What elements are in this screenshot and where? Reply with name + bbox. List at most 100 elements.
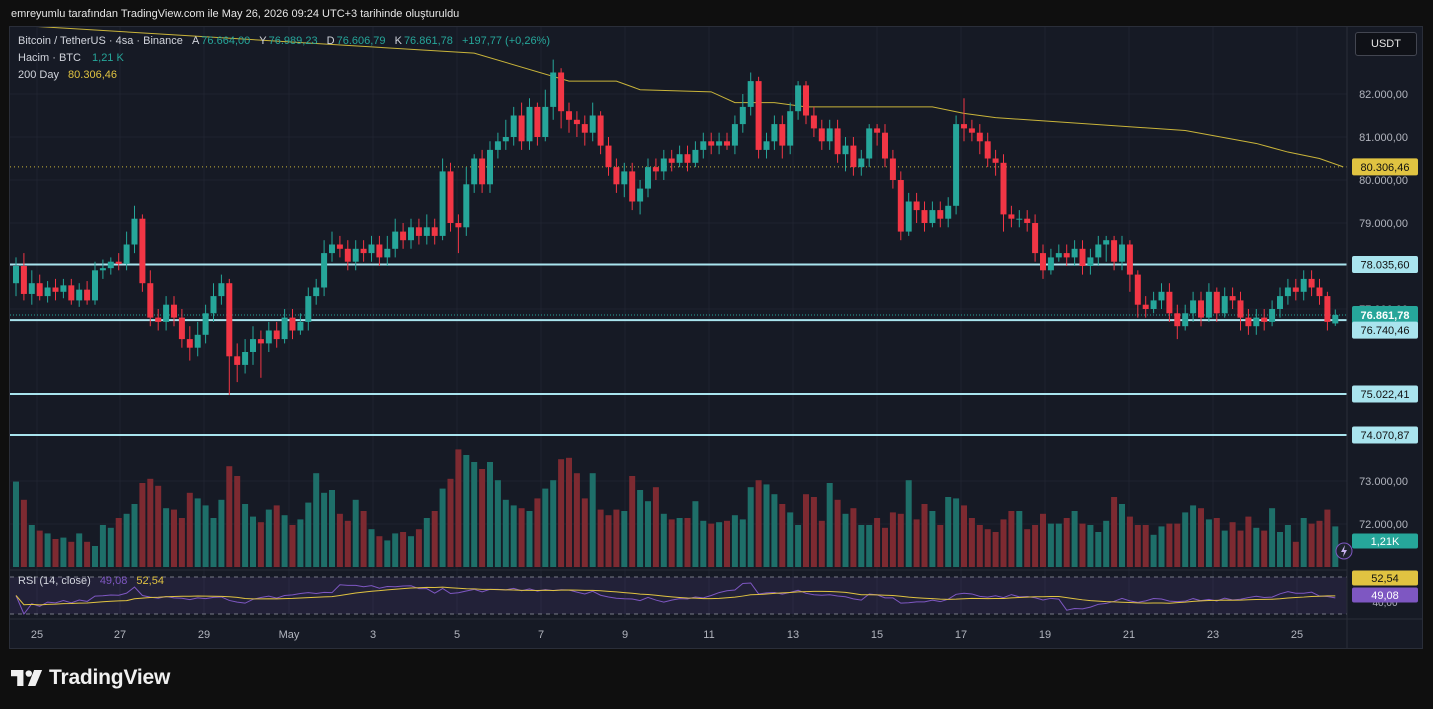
candle-body [984,141,991,159]
volume-bar [494,480,501,567]
candle [1213,287,1220,322]
volume-bar [866,525,873,567]
grid-lines [10,27,1347,617]
volume-bar [597,509,604,567]
candle-body [961,124,967,129]
lightning-icon[interactable] [1335,542,1353,560]
candle-body [976,132,983,142]
candle [1190,291,1197,322]
candle-body [747,81,754,107]
candle-body [897,180,904,232]
candle [921,201,928,232]
volume-bar [1071,511,1078,567]
candle-body [803,85,809,116]
candle-body [171,304,177,318]
candle [107,257,114,275]
candle-body [1040,253,1046,271]
candle-body [1269,309,1276,322]
candle [905,192,912,236]
candle-body [329,244,335,254]
candle [613,158,620,193]
candle [99,259,106,279]
volume-bar [1253,527,1260,567]
candle [84,281,91,305]
candle-body [455,223,462,228]
volume-bar [1111,497,1118,567]
brand-name: TradingView [49,666,171,689]
candle [52,278,59,301]
candle-body [1261,317,1268,322]
volume-bar [1213,518,1220,567]
candle [1253,309,1260,335]
candle-body [289,317,296,331]
candle-body [889,158,896,180]
candle [368,235,375,262]
time-axis-label: 21 [1123,629,1135,641]
candle-body [818,128,825,142]
candle [1071,240,1078,266]
chart-panel[interactable]: 25 27 29 May 3 5 7 9 11 13 15 17 19 21 23 25 82.000,00 81… [9,26,1423,649]
rsi-ma-line [15,586,1336,606]
candle-body [1134,274,1141,305]
volume-bar [186,492,193,567]
volume-bar [131,504,138,567]
candle [273,321,280,348]
candle [226,278,233,395]
candle-body [526,106,533,142]
candle [1308,270,1315,297]
volume-bar [968,518,975,567]
candle-body [550,72,557,107]
candle [13,257,19,297]
candle [360,240,367,262]
volume-bar [194,498,201,567]
candle-body [1119,244,1125,262]
candle-body [1190,300,1197,314]
candle [953,115,960,215]
volume-bar [68,541,75,567]
candle-body [52,287,59,292]
volume-bar [1277,532,1283,567]
volume-bar [787,512,794,567]
candle-body [510,115,517,137]
candle-body [147,283,154,318]
candle [716,132,723,155]
volume-bar [218,499,225,567]
candle-body [953,124,960,206]
currency-button[interactable]: USDT [1355,32,1417,56]
candle [186,326,193,361]
volume-bar [542,488,549,567]
price-axis-label: 72.000,00 [1359,519,1408,531]
candle-body [163,304,170,322]
candle [344,240,351,271]
candle-body [652,167,659,172]
volume-bar [1198,508,1204,567]
candle [684,145,691,172]
volume-bar [115,518,122,567]
candle-body [1103,240,1110,245]
candle-body [210,296,217,314]
candle-body [226,283,233,357]
volume-bar [1103,520,1110,567]
candle-body [115,261,122,264]
candle-body [1300,278,1307,292]
volume-bar [329,490,335,567]
volume-bar [44,533,51,567]
candle [771,115,778,150]
candle [1063,244,1070,266]
candle [471,154,478,193]
candle-body [1158,291,1165,301]
candle-body [826,128,833,142]
rsi-value: 49,08 [99,575,128,587]
chart-canvas[interactable]: 25 27 29 May 3 5 7 9 11 13 15 17 19 21 23 25 82.000,00 81… [10,27,1422,648]
volume-bars [13,449,1339,567]
candle [408,218,414,249]
candle [573,111,580,137]
candle-body [1063,253,1070,258]
volume-bar [976,525,983,567]
volume-bar [1079,523,1086,567]
candle [1324,291,1331,331]
candle [210,283,217,322]
candle-body [447,171,454,223]
volume-bar [534,498,541,567]
volume-bar [289,525,296,567]
